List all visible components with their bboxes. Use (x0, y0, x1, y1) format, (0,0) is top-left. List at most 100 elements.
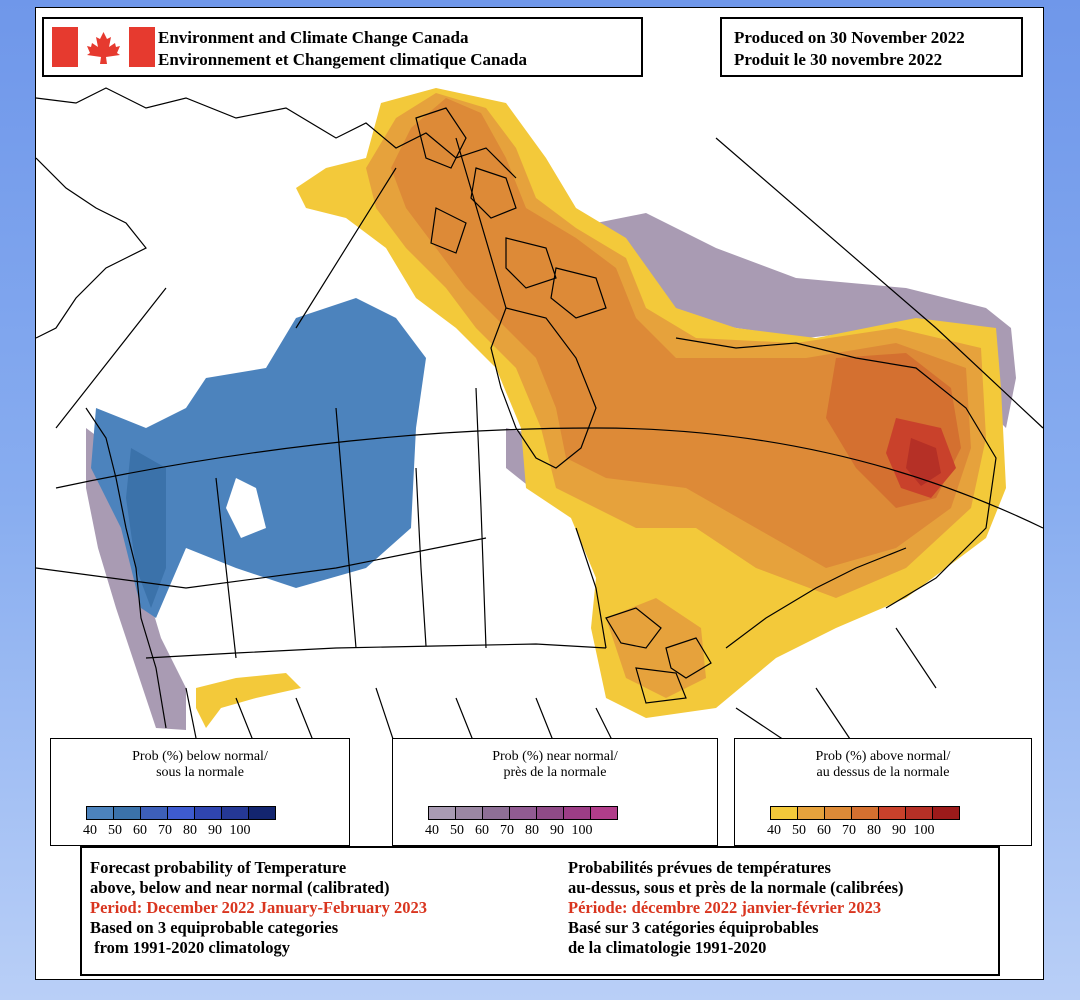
description-en-line1: Forecast probability of Temperature (90, 858, 347, 877)
legend-above-swatch-2 (824, 806, 852, 820)
st-lawrence (725, 547, 907, 649)
coastline-north (36, 87, 517, 179)
agency-box: Environment and Climate Change Canada En… (42, 17, 643, 77)
description-fr-period: Période: décembre 2022 janvier-février 2… (568, 898, 882, 917)
great-lakes (605, 607, 712, 704)
above-normal-40-south (196, 673, 301, 728)
legend-below-tick-2: 60 (133, 823, 147, 838)
description-en-line4: Based on 3 equiprobable categories (90, 918, 339, 937)
legend-above-tick-6: 100 (913, 823, 935, 838)
above-normal-60 (391, 98, 971, 568)
legend-below-tick-4: 80 (183, 823, 197, 838)
hudson-bay (490, 307, 597, 469)
legend-below-tick-5: 90 (208, 823, 222, 838)
legend-above-swatch-6 (932, 806, 960, 820)
description-fr-line5: de la climatologie 1991-2020 (568, 938, 767, 957)
legend-below-tick-1: 50 (108, 823, 122, 838)
produced-date-fr: Produit le 30 novembre 2022 (734, 50, 943, 69)
meridian-lines (55, 137, 1043, 429)
legend-above-swatch-1 (797, 806, 825, 820)
legend-below-swatch-3 (167, 806, 195, 820)
above-normal-90 (906, 438, 941, 486)
coastline-pacific (85, 407, 167, 729)
legend-above-normal: Prob (%) above normal/ au dessus de la n… (734, 738, 1032, 846)
description-en: Forecast probability of Temperature abov… (90, 858, 427, 958)
legend-above-tick-1: 50 (792, 823, 806, 838)
coastline-alaska (36, 157, 147, 339)
labrador-coast (675, 337, 997, 609)
legend-near-tick-1: 50 (450, 823, 464, 838)
legend-below-title-en: Prob (%) below normal/ (132, 749, 268, 764)
legend-above-tick-2: 60 (817, 823, 831, 838)
legend-above-tick-3: 70 (842, 823, 856, 838)
agency-name-fr: Environnement et Changement climatique C… (158, 50, 527, 69)
legend-below-swatch-6 (248, 806, 276, 820)
produced-date-en: Produced on 30 November 2022 (734, 28, 965, 47)
near-normal-northeast (596, 213, 1016, 428)
provincial-borders (36, 387, 607, 659)
legend-above-swatch-4 (878, 806, 906, 820)
description-fr-line1: Probabilités prévues de températures (568, 858, 831, 877)
legend-below-normal: Prob (%) below normal/ sous la normale 4… (50, 738, 350, 846)
legend-near-title-fr: près de la normale (503, 765, 607, 780)
legend-below-swatches (86, 806, 276, 820)
latitude-line (55, 427, 1043, 529)
legend-below-tick-6: 100 (229, 823, 251, 838)
legend-near-swatch-1 (455, 806, 483, 820)
description-en-line2: above, below and near normal (calibrated… (90, 878, 390, 897)
us-canada-border (145, 643, 607, 659)
legend-above-title-fr: au dessus de la normale (816, 765, 950, 780)
legend-above-tick-4: 80 (867, 823, 881, 838)
legend-below-swatch-5 (221, 806, 249, 820)
legend-above-swatch-0 (770, 806, 798, 820)
legend-below-swatch-0 (86, 806, 114, 820)
legend-below-swatch-2 (140, 806, 168, 820)
legend-above-swatch-5 (905, 806, 933, 820)
legend-above-tick-0: 40 (767, 823, 781, 838)
legend-near-tick-6: 100 (571, 823, 593, 838)
legend-near-tick-0: 40 (425, 823, 439, 838)
legend-near-swatch-2 (482, 806, 510, 820)
legend-near-swatch-4 (536, 806, 564, 820)
legend-near-swatch-6 (590, 806, 618, 820)
geographic-outlines (36, 87, 1043, 749)
below-normal-hole (226, 478, 266, 538)
canada-flag-icon (52, 27, 155, 67)
description-en-line5: from 1991-2020 climatology (90, 938, 290, 957)
forecast-map-frame: Environment and Climate Change Canada En… (35, 7, 1044, 980)
legend-near-swatches (428, 806, 618, 820)
forecast-map (36, 87, 1043, 749)
legend-near-swatch-0 (428, 806, 456, 820)
legend-near-title-en: Prob (%) near normal/ (492, 749, 618, 764)
legend-below-tick-3: 70 (158, 823, 172, 838)
forecast-description-box: Forecast probability of Temperature abov… (80, 846, 1000, 976)
description-fr: Probabilités prévues de températures au-… (568, 858, 903, 958)
description-en-period: Period: December 2022 January-February 2… (90, 898, 427, 917)
legend-below-swatch-4 (194, 806, 222, 820)
legend-above-tick-5: 90 (892, 823, 906, 838)
legend-near-normal: Prob (%) near normal/ près de la normale… (392, 738, 718, 846)
legend-near-tick-3: 70 (500, 823, 514, 838)
legend-below-title-fr: sous la normale (156, 765, 244, 780)
above-normal-regions (196, 88, 1006, 728)
produced-date-box: Produced on 30 November 2022 Produit le … (720, 17, 1023, 77)
legend-near-swatch-3 (509, 806, 537, 820)
legend-above-swatches (770, 806, 960, 820)
above-normal-50-lakes (606, 598, 706, 698)
legend-near-swatch-5 (563, 806, 591, 820)
arctic-islands (415, 107, 607, 319)
legend-above-swatch-3 (851, 806, 879, 820)
legend-near-tick-2: 60 (475, 823, 489, 838)
below-normal-regions (91, 298, 426, 618)
legend-near-tick-4: 80 (525, 823, 539, 838)
description-fr-line4: Basé sur 3 catégories équiprobables (568, 918, 819, 937)
description-fr-line2: au-dessus, sous et près de la normale (c… (568, 878, 904, 897)
legend-below-swatch-1 (113, 806, 141, 820)
us-states (185, 627, 937, 749)
legend-near-tick-5: 90 (550, 823, 564, 838)
agency-name-en: Environment and Climate Change Canada (158, 28, 469, 47)
legend-above-title-en: Prob (%) above normal/ (815, 749, 951, 764)
legend-below-tick-0: 40 (83, 823, 97, 838)
agency-names: Environment and Climate Change Canada En… (158, 27, 527, 71)
below-normal-40 (91, 298, 426, 618)
